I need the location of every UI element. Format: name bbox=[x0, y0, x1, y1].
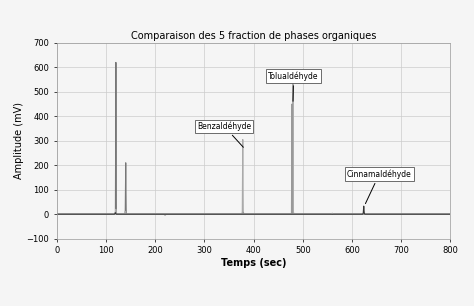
Text: Tolualdéhyde: Tolualdéhyde bbox=[268, 71, 319, 101]
Title: Comparaison des 5 fraction de phases organiques: Comparaison des 5 fraction de phases org… bbox=[131, 31, 376, 41]
Text: Cinnamaldéhyde: Cinnamaldéhyde bbox=[347, 169, 412, 203]
Text: Benzaldéhyde: Benzaldéhyde bbox=[197, 121, 251, 147]
Y-axis label: Amplitude (mV): Amplitude (mV) bbox=[14, 102, 24, 179]
X-axis label: Temps (sec): Temps (sec) bbox=[221, 258, 286, 268]
